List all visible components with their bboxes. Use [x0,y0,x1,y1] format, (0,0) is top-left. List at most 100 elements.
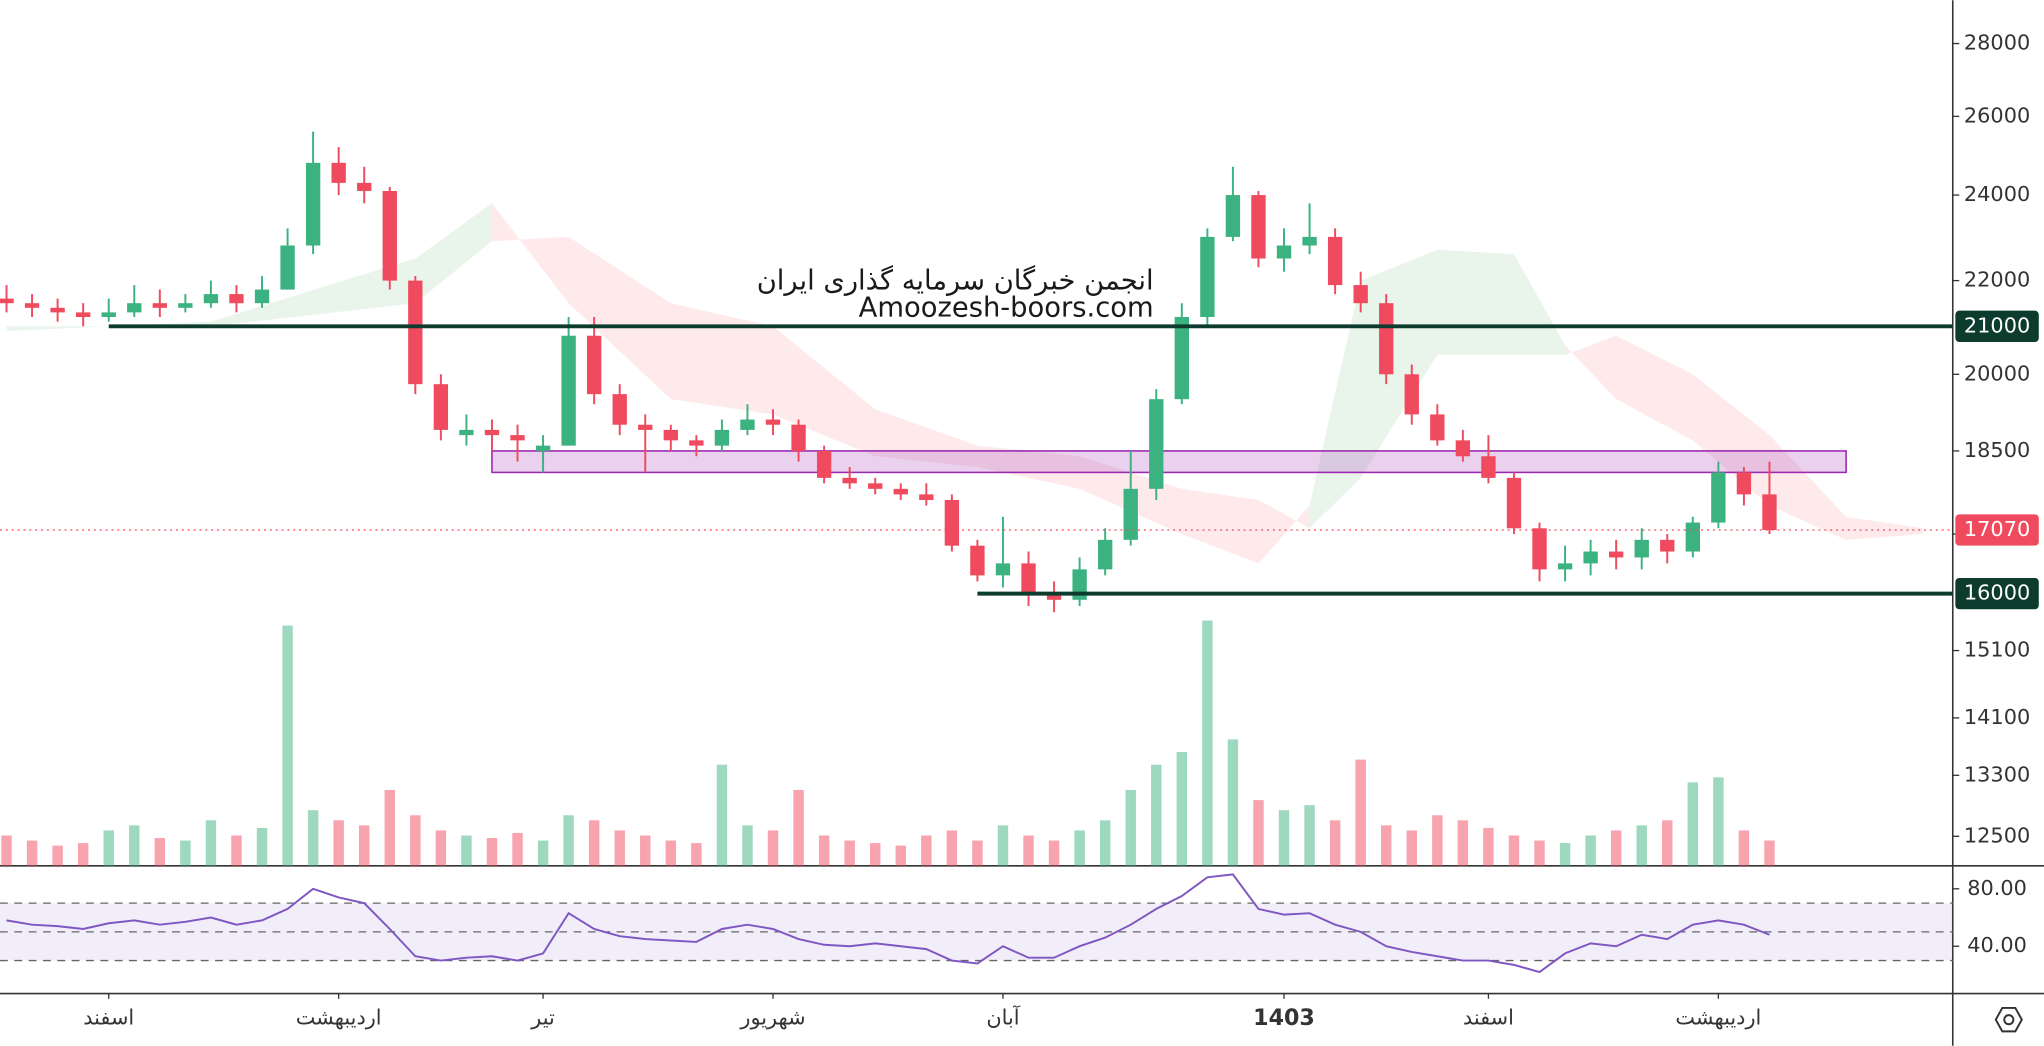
level-label-box [1955,310,2039,342]
volume-bar [486,838,498,866]
settings-hexagon[interactable] [1994,1006,2023,1033]
level-label: 16000 [1964,581,2030,605]
cloud-segment [1846,516,1923,540]
candle-body [50,307,65,313]
volume-bar [1074,830,1085,866]
volume-bar [972,840,983,866]
candle-body [1046,593,1062,600]
last-price-label: 17070 [1964,517,2030,541]
cloud-segment [415,203,492,304]
candle-body [1634,539,1649,558]
candle-body [1660,539,1675,552]
volume-bar [1381,825,1392,866]
volume-bar [359,825,370,866]
candle-body [1455,440,1471,457]
cloud-segment [670,303,774,415]
candle-body [740,419,755,430]
candle-body [178,303,193,308]
cloud-segment [1181,488,1259,564]
x-tick-label: اسفند [1463,1005,1514,1029]
candle-body [816,450,832,478]
cloud-segment [875,409,978,467]
plot-layer: 2800026000240002200020000185001700015100… [0,31,2039,1031]
candle-body [1225,195,1241,237]
y-tick-label: 28000 [1964,31,2030,55]
candle-body [1685,522,1700,552]
candle-body [842,477,857,484]
candle-body [484,429,500,436]
x-tick-label: 1403 [1253,1005,1315,1031]
candle-body [1276,245,1292,259]
candle-body [1379,303,1394,375]
volume-bar [1329,820,1341,866]
candle-body [1506,477,1522,529]
x-tick-label: اردیبهشت [296,1005,382,1029]
volume-bar [1738,830,1750,866]
candle-body [75,312,91,318]
volume-bar [1355,759,1366,866]
volume-bar [640,835,651,866]
candle-body [203,294,219,304]
x-tick-label: تیر [530,1005,555,1029]
volume-bar [895,845,906,866]
candle-body [1608,551,1624,558]
volume-bar [1610,830,1622,866]
candle-body [612,394,627,425]
candle-body [1327,236,1343,286]
volume-bar [154,838,166,866]
candle-body [1021,563,1036,594]
volume-bar [844,840,855,866]
settings-dot[interactable] [2003,1014,2015,1026]
volume-bar [1713,777,1724,866]
volume-bar [1151,764,1162,866]
volume-bar [512,832,523,866]
candle-body [1200,236,1215,318]
level-label: 21000 [1964,313,2030,337]
settings-icon[interactable] [1994,1006,2023,1033]
volume-bar [1099,820,1111,866]
candle-body [970,545,985,576]
volume-bar [205,820,217,866]
volume-bar [26,840,38,866]
candle-body [24,303,40,308]
y-tick-label: 26000 [1964,103,2030,127]
candle-body [791,424,806,451]
candle-body [510,435,525,441]
candle-body [331,162,346,183]
cloud-segment [1616,335,1693,441]
volume-bar [537,840,549,866]
candle-body [1353,285,1368,304]
volume-bar [1176,752,1188,866]
volume-bar [1278,810,1290,866]
volume-bar [1048,840,1060,866]
y-tick-label: 13300 [1964,762,2030,786]
volume-bar [282,625,293,866]
cloud-segment [1437,249,1514,355]
rsi-line [6,873,1770,974]
volume-bar [435,830,447,866]
candle-body [459,429,474,436]
volume-bar [1559,843,1571,866]
volume-bar [1406,830,1417,866]
candle-body [638,424,653,430]
candle-body [101,312,116,318]
cloud-segment [977,445,1080,489]
volume-bar [410,815,421,866]
volume-bar [129,825,140,866]
x-tick-label: اسفند [83,1005,134,1029]
volume-bar [691,843,702,866]
candle-body [1736,472,1752,495]
x-tick-label: آبان [986,1004,1020,1029]
volume-bar [767,830,779,866]
candle-body [1711,472,1726,523]
candle-body [995,563,1011,576]
y-tick-label: 20000 [1964,361,2030,385]
cloud-segment [1769,435,1847,540]
volume-bar [461,835,472,866]
volume-bar [180,840,191,866]
volume-bar [256,827,268,866]
volume-bar [231,835,242,866]
volume-bar [1304,805,1315,866]
